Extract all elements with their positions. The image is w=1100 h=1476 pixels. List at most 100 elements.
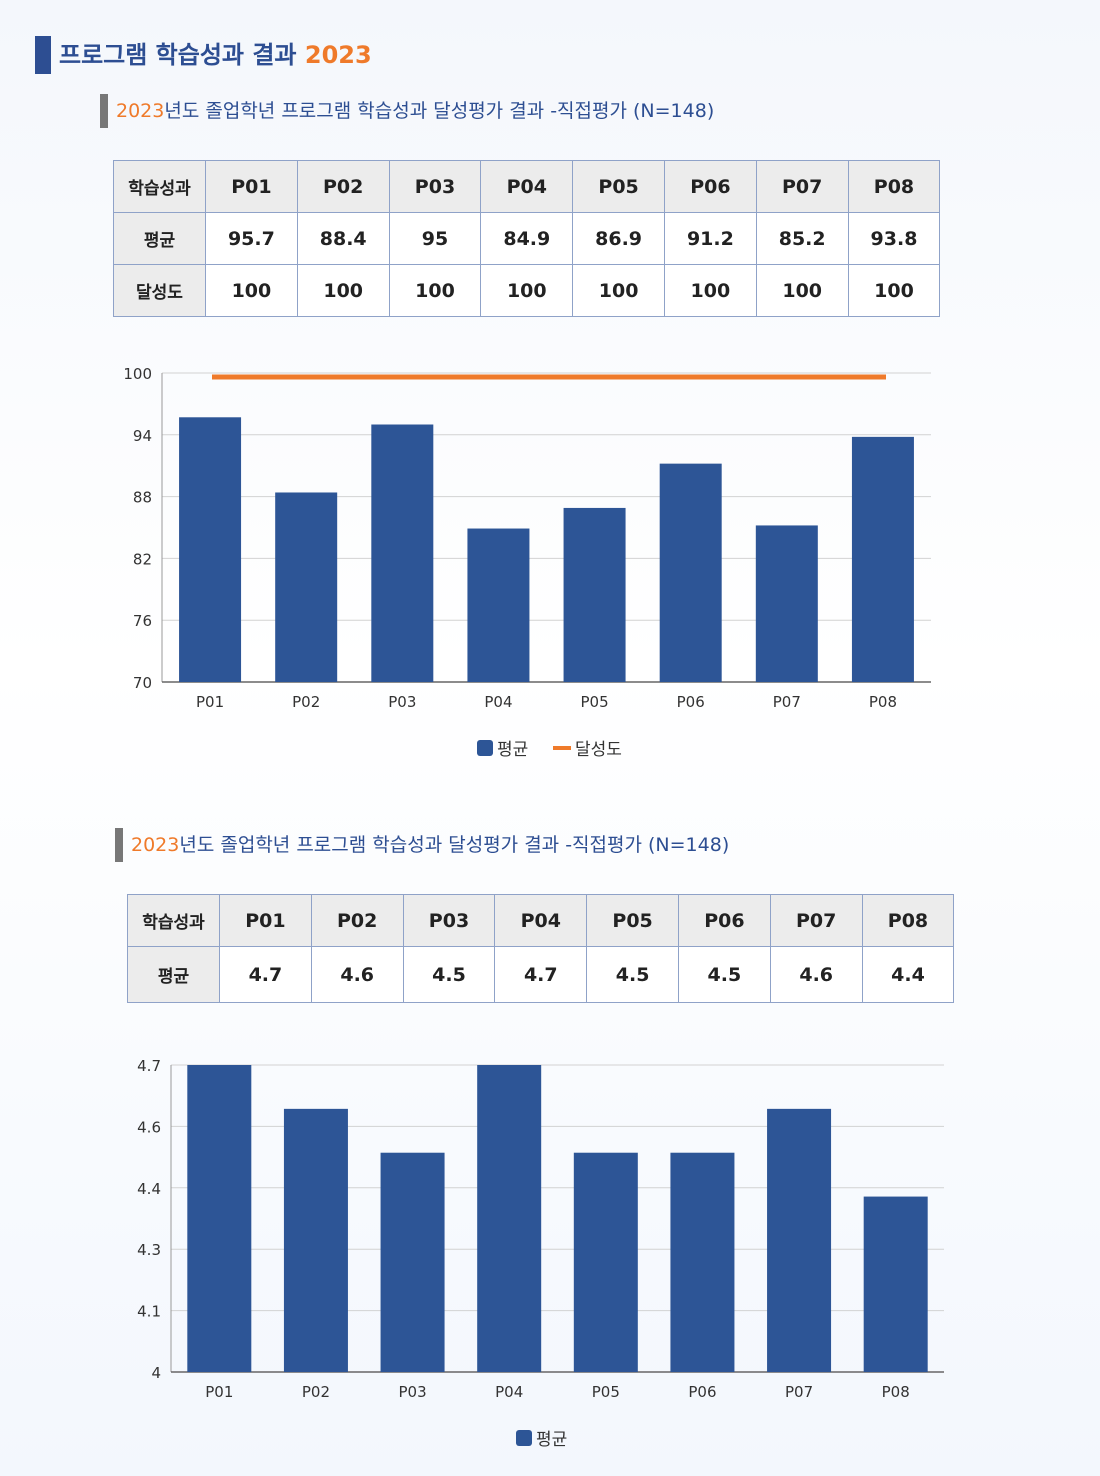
y-tick-label: 88 — [133, 489, 152, 507]
section-1-title-year: 2023 — [116, 100, 165, 122]
bar — [755, 525, 818, 682]
legend-label: 평균 — [536, 1430, 567, 1450]
table-header-row: 학습성과 P01 P02 P03 P04 P05 P06 P07 P08 — [113, 160, 941, 213]
x-tick-label: P01 — [196, 693, 224, 711]
x-tick-label: P04 — [484, 693, 512, 711]
table-cell: 85.2 — [755, 212, 849, 265]
bar — [371, 424, 434, 682]
table-cell: 84.9 — [480, 212, 574, 265]
bar — [179, 417, 242, 682]
table-cell: 100 — [755, 264, 849, 317]
bar — [767, 1108, 832, 1372]
bar — [659, 463, 722, 682]
page-title: 프로그램 학습성과 결과 2023 — [35, 36, 372, 74]
table-header-cell: P01 — [205, 160, 298, 213]
x-tick-label: P08 — [882, 1383, 910, 1401]
table-row-label: 달성도 — [113, 264, 206, 317]
table-header-cell: P04 — [480, 160, 574, 213]
table-cell: 4.7 — [219, 946, 312, 1003]
y-tick-label: 94 — [133, 427, 152, 445]
bar — [851, 436, 914, 682]
table-header-cell: P04 — [494, 894, 588, 947]
table-cell: 100 — [296, 264, 390, 317]
table-header-cell: P03 — [402, 894, 496, 947]
y-tick-label: 4.1 — [137, 1303, 161, 1321]
table-header-cell: P05 — [586, 894, 679, 947]
table-header-cell: P02 — [296, 160, 390, 213]
table-header-cell: P06 — [677, 894, 771, 947]
y-tick-label: 82 — [133, 550, 152, 568]
x-tick-label: P05 — [592, 1383, 620, 1401]
page-title-year: 2023 — [304, 41, 372, 69]
x-tick-label: P07 — [785, 1383, 813, 1401]
legend-label: 평균 — [497, 740, 528, 760]
table-cell: 95.7 — [205, 212, 298, 265]
section-1-table: 학습성과 P01 P02 P03 P04 P05 P06 P07 P08 평균 … — [113, 160, 941, 317]
table-cell: 4.4 — [861, 946, 955, 1003]
table-header-cell: P08 — [847, 160, 941, 213]
table-cell: 95 — [388, 212, 482, 265]
section-1-title: 2023년도 졸업학년 프로그램 학습성과 달성평가 결과 -직접평가 (N=1… — [100, 94, 714, 128]
bar — [477, 1065, 542, 1372]
table-cell: 4.6 — [769, 946, 863, 1003]
x-tick-label: P06 — [677, 693, 705, 711]
y-tick-label: 76 — [133, 612, 152, 630]
table-row: 평균 4.7 4.6 4.5 4.7 4.5 4.5 4.6 4.4 — [127, 946, 955, 1003]
table-row: 평균 95.7 88.4 95 84.9 86.9 91.2 85.2 93.8 — [113, 212, 941, 265]
legend-swatch-line — [553, 746, 571, 750]
bar — [380, 1152, 445, 1372]
chart-2: 4 4.1 4.3 4.4 4.6 4.7 P01 P02 P03 P04 P05 P06 P07 P08… — [137, 1057, 944, 1450]
table-cell: 86.9 — [572, 212, 665, 265]
bar — [467, 528, 530, 682]
table-header-cell: P07 — [755, 160, 849, 213]
x-tick-label: P02 — [302, 1383, 330, 1401]
y-tick-label: 4 — [151, 1364, 161, 1382]
table-cell: 100 — [480, 264, 574, 317]
x-tick-label: P03 — [388, 693, 416, 711]
table-cell: 4.5 — [402, 946, 496, 1003]
table-row-label: 평균 — [113, 212, 206, 265]
table-header-cell: 학습성과 — [127, 894, 220, 947]
table-cell: 100 — [847, 264, 941, 317]
table-cell: 4.5 — [677, 946, 771, 1003]
bar — [863, 1196, 928, 1372]
x-tick-label: P07 — [773, 693, 801, 711]
x-tick-label: P04 — [495, 1383, 523, 1401]
table-header-cell: P06 — [663, 160, 757, 213]
y-tick-label: 4.3 — [137, 1241, 161, 1259]
section-2-table: 학습성과 P01 P02 P03 P04 P05 P06 P07 P08 평균 … — [127, 894, 955, 1003]
table-header-cell: P02 — [310, 894, 404, 947]
bar — [187, 1065, 252, 1372]
section-2-title: 2023년도 졸업학년 프로그램 학습성과 달성평가 결과 -직접평가 (N=1… — [115, 828, 729, 862]
y-tick-label: 4.6 — [137, 1118, 161, 1136]
table-header-row: 학습성과 P01 P02 P03 P04 P05 P06 P07 P08 — [127, 894, 955, 947]
x-tick-label: P06 — [688, 1383, 716, 1401]
x-tick-label: P03 — [398, 1383, 426, 1401]
bar — [573, 1152, 638, 1372]
table-cell: 91.2 — [663, 212, 757, 265]
table-cell: 4.7 — [494, 946, 588, 1003]
x-tick-label: P05 — [580, 693, 608, 711]
table-header-cell: P08 — [861, 894, 955, 947]
legend-swatch-bar — [516, 1430, 532, 1446]
table-header-cell: P05 — [572, 160, 665, 213]
table-cell: 100 — [388, 264, 482, 317]
table-header-cell: P07 — [769, 894, 863, 947]
section-2-title-text: 년도 졸업학년 프로그램 학습성과 달성평가 결과 -직접평가 (N=148) — [179, 834, 730, 856]
section-2-title-year: 2023 — [131, 834, 180, 856]
chart-1: 70 76 82 88 94 100 P01 P02 P03 P04 P05 P06 P07 P08 평균 달… — [123, 365, 931, 760]
x-tick-label: P02 — [292, 693, 320, 711]
page-title-text: 프로그램 학습성과 결과 — [59, 41, 297, 69]
table-cell: 4.6 — [310, 946, 404, 1003]
table-header-cell: P03 — [388, 160, 482, 213]
legend-swatch-bar — [477, 740, 493, 756]
y-tick-label: 70 — [133, 674, 152, 692]
legend-label: 달성도 — [575, 740, 622, 760]
bar — [283, 1108, 348, 1372]
table-row: 달성도 100 100 100 100 100 100 100 100 — [113, 264, 941, 317]
table-cell: 100 — [663, 264, 757, 317]
y-tick-label: 4.7 — [137, 1057, 161, 1075]
table-cell: 4.5 — [586, 946, 679, 1003]
y-tick-label: 100 — [123, 365, 152, 383]
bar — [563, 507, 626, 682]
